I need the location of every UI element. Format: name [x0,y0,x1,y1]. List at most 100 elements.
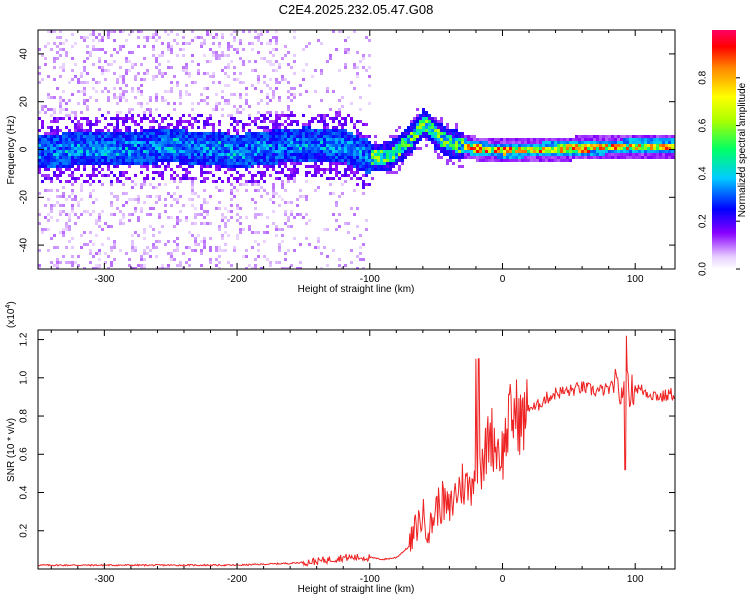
spectrogram-cell [647,147,650,150]
spectrogram-cell [47,159,50,162]
spectrogram-cell [83,150,86,153]
spectrogram-cell [152,207,155,210]
spectrogram-cell [173,132,176,135]
spectrogram-cell [134,210,137,213]
spectrogram-cell [110,141,113,144]
spectrogram-cell [38,141,41,144]
spectrogram-cell [185,177,188,180]
spectrogram-cell [173,138,176,141]
spectrogram-cell [143,180,146,183]
spectrogram-cell [302,135,305,138]
spectrogram-cell [71,183,74,186]
spectrogram-cell [191,117,194,120]
spectrogram-cell [320,156,323,159]
spectrogram-cell [71,261,74,264]
spectrogram-cell [128,264,131,267]
spectrogram-cell [221,165,224,168]
spectrogram-cell [266,231,269,234]
spectrogram-cell [272,69,275,72]
spectrogram-cell [215,249,218,252]
spectrogram-cell [119,150,122,153]
spectrogram-cell [515,144,518,147]
spectrogram-cell [104,147,107,150]
spectrogram-cell [287,225,290,228]
spectrogram-cell [59,159,62,162]
spectrogram-cell [155,186,158,189]
spectrogram-cell [368,168,371,171]
spectrogram-cell [353,159,356,162]
spectrogram-cell [428,123,431,126]
spectrogram-cell [146,72,149,75]
spectrogram-cell [134,129,137,132]
spectrogram-cell [257,159,260,162]
spectrogram-cell [140,165,143,168]
spectrogram-cell [356,183,359,186]
spectrogram-cell [407,147,410,150]
spectrogram-cell [635,153,638,156]
spectrogram-cell [290,132,293,135]
spectrogram-cell [263,144,266,147]
spectrogram-cell [545,138,548,141]
spectrogram-cell [251,132,254,135]
spectrogram-cell [167,267,170,269]
spectrogram-cell [389,141,392,144]
spectrogram-cell [455,147,458,150]
spectrogram-cell [98,48,101,51]
spectrogram-cell [554,141,557,144]
spectrogram-cell [623,147,626,150]
spectrogram-cell [236,162,239,165]
spectrogram-cell [362,144,365,147]
spectrogram-cell [446,162,449,165]
spectrogram-cell [344,141,347,144]
spectrogram-cell [200,141,203,144]
spectrogram-cell [320,141,323,144]
spectrogram-cell [353,213,356,216]
spectrogram-cell [161,174,164,177]
spectrogram-cell [134,75,137,78]
spectrogram-cell [668,138,671,141]
spectrogram-cell [338,258,341,261]
spectrogram-cell [95,267,98,269]
spectrogram-cell [146,168,149,171]
spectrogram-cell [260,174,263,177]
spectrogram-cell [179,90,182,93]
spectrogram-cell [239,42,242,45]
spectrogram-cell [83,135,86,138]
spectrogram-cell [356,66,359,69]
spectrogram-cell [326,156,329,159]
spectrogram-cell [230,117,233,120]
spectrogram-cell [77,132,80,135]
spectrogram-cell [92,87,95,90]
spectrogram-cell [386,153,389,156]
spectrogram-cell [491,153,494,156]
spectrogram-cell [80,246,83,249]
spectrogram-cell [257,144,260,147]
spectrogram-cell [146,150,149,153]
spectrogram-cell [458,147,461,150]
spectrogram-cell [476,144,479,147]
spectrogram-cell [200,240,203,243]
spectrogram-cell [458,141,461,144]
spectrogram-cell [260,33,263,36]
spectrogram-cell [314,138,317,141]
spectrogram-cell [110,159,113,162]
spectrogram-cell [257,183,260,186]
spectrogram-cell [206,213,209,216]
spectrogram-cell [185,153,188,156]
spectrogram-cell [92,267,95,269]
spectrogram-cell [560,144,563,147]
spectrogram-cell [311,159,314,162]
spectrogram-cell [80,234,83,237]
spectrogram-cell [293,150,296,153]
spectrogram-cell [167,264,170,267]
spectrogram-cell [56,45,59,48]
spectrogram-cell [119,144,122,147]
spectrogram-cell [74,141,77,144]
spectrogram-cell [209,75,212,78]
spectrogram-cell [38,213,41,216]
spectrogram-cell [383,162,386,165]
spectrogram-cell [215,36,218,39]
spectrogram-cell [623,138,626,141]
spectrogram-cell [413,147,416,150]
spectrogram-cell [659,147,662,150]
